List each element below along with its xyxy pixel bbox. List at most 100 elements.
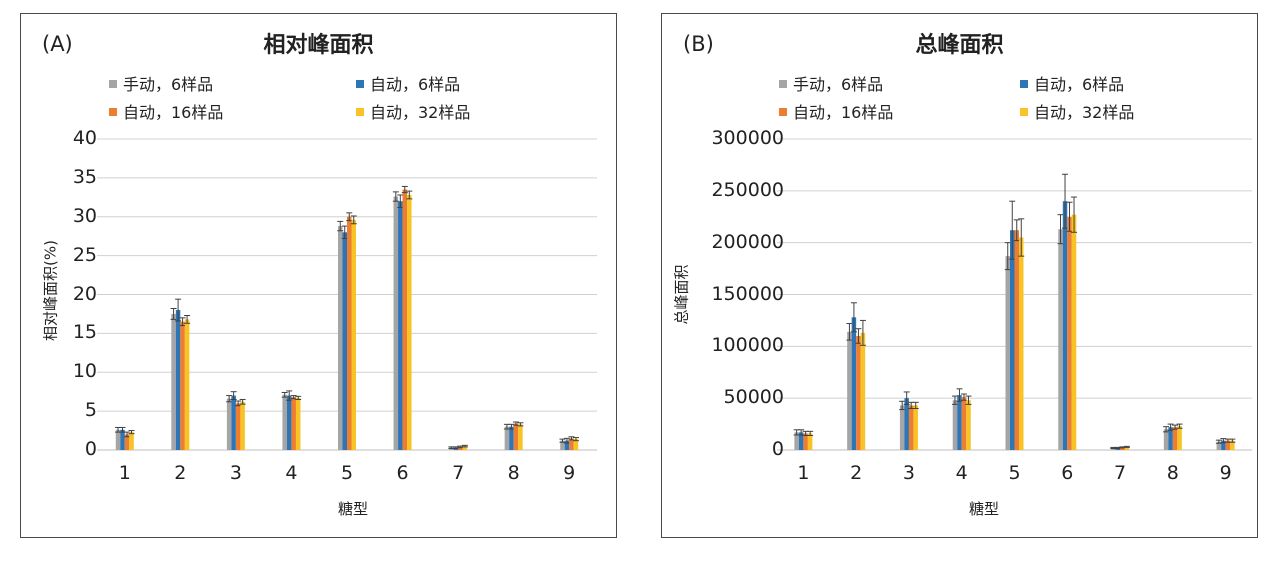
bar xyxy=(798,432,804,450)
x-tick-label: 9 xyxy=(1219,462,1232,484)
bar xyxy=(1067,216,1072,450)
legend-item: 手动，6样品 xyxy=(109,71,213,95)
bar xyxy=(240,401,245,450)
x-tick-label: 1 xyxy=(118,462,131,484)
y-tick-label: 40 xyxy=(72,127,97,149)
bar xyxy=(1225,440,1231,450)
legend-swatch xyxy=(109,79,117,88)
legend-label: 自动，16样品 xyxy=(793,103,894,122)
bar xyxy=(338,226,343,450)
legend-item: 自动，16样品 xyxy=(779,99,893,123)
bar xyxy=(231,395,236,450)
x-tick-label: 9 xyxy=(563,462,576,484)
legend-item: 自动，32样品 xyxy=(356,99,470,123)
bar xyxy=(342,232,347,450)
x-tick-label: 4 xyxy=(285,462,298,484)
x-tick-label: 5 xyxy=(1008,462,1021,484)
bar xyxy=(1163,429,1169,450)
x-tick-label: 4 xyxy=(955,462,968,484)
bar xyxy=(957,395,962,450)
bar xyxy=(856,335,861,450)
legend-label: 手动，6样品 xyxy=(793,75,884,94)
bar xyxy=(347,216,352,450)
bar xyxy=(794,432,799,450)
x-tick-label: 8 xyxy=(1166,462,1179,484)
y-tick-label: 15 xyxy=(72,321,97,344)
bar xyxy=(120,429,125,450)
legend-swatch xyxy=(109,107,117,116)
x-tick-label: 2 xyxy=(850,462,863,484)
bar xyxy=(286,395,292,450)
bar xyxy=(518,424,523,450)
legend-swatch xyxy=(356,79,364,88)
y-tick-label: 150000 xyxy=(711,282,784,305)
bar xyxy=(1172,427,1178,450)
y-tick-label: 50000 xyxy=(723,386,784,409)
y-tick-label: 100000 xyxy=(711,334,784,357)
bar xyxy=(1177,426,1182,450)
bar xyxy=(235,403,241,450)
bar xyxy=(569,438,574,450)
bar xyxy=(513,423,519,450)
bar xyxy=(564,440,570,450)
bar xyxy=(904,398,909,450)
bar xyxy=(509,426,514,450)
x-tick-label: 2 xyxy=(174,462,187,484)
x-tick-label: 3 xyxy=(229,462,242,484)
bar xyxy=(899,405,905,450)
legend-swatch xyxy=(1020,107,1028,116)
bar xyxy=(398,201,403,450)
chart-title: 相对峰面积 xyxy=(263,33,374,58)
x-tick-label: 6 xyxy=(396,462,409,484)
bar xyxy=(851,317,857,450)
y-tick-label: 20 xyxy=(72,282,97,305)
bar xyxy=(1019,237,1024,450)
bar xyxy=(175,310,181,450)
legend-item: 自动，6样品 xyxy=(1020,71,1124,95)
x-tick-label: 1 xyxy=(797,462,810,484)
legend-item: 自动，16样品 xyxy=(109,99,223,123)
bar xyxy=(124,434,130,450)
bar xyxy=(393,196,399,450)
bar xyxy=(952,400,958,450)
bar xyxy=(1115,447,1121,450)
bar xyxy=(1124,446,1130,450)
legend-label: 手动，6样品 xyxy=(123,75,214,94)
legend-item: 自动，32样品 xyxy=(1020,99,1134,123)
bar xyxy=(226,398,232,450)
legend-label: 自动，6样品 xyxy=(370,75,461,94)
bar xyxy=(807,433,813,450)
legend-label: 自动，32样品 xyxy=(1034,103,1135,122)
x-tick-label: 3 xyxy=(902,462,915,484)
bar xyxy=(1058,229,1063,450)
chart-plot-b xyxy=(777,138,1252,451)
bar xyxy=(407,194,412,450)
y-axis-label: 总峰面积 xyxy=(672,264,691,325)
y-tick-label: 300000 xyxy=(711,127,784,149)
x-tick-label: 8 xyxy=(507,462,520,484)
bar xyxy=(180,321,185,450)
x-tick-label: 7 xyxy=(452,462,465,484)
y-tick-label: 35 xyxy=(72,165,97,188)
bar xyxy=(129,432,134,450)
bar xyxy=(860,332,866,450)
x-axis-label: 糖型 xyxy=(337,500,368,518)
bar xyxy=(171,313,176,450)
bar xyxy=(282,394,287,450)
bar xyxy=(295,397,301,450)
panel-tag: (B) xyxy=(683,32,714,56)
bar xyxy=(573,439,579,450)
y-tick-label: 0 xyxy=(771,438,784,460)
bar xyxy=(1005,256,1010,450)
chart-plot-a xyxy=(97,138,597,451)
bar xyxy=(803,433,808,450)
bar xyxy=(908,405,914,450)
legend-swatch xyxy=(779,107,787,116)
bar xyxy=(966,400,971,450)
bar xyxy=(560,440,565,450)
y-tick-label: 0 xyxy=(84,438,97,460)
bar xyxy=(115,429,121,450)
bar xyxy=(1168,427,1173,450)
legend-label: 自动，32样品 xyxy=(370,103,471,122)
bar xyxy=(402,189,408,450)
